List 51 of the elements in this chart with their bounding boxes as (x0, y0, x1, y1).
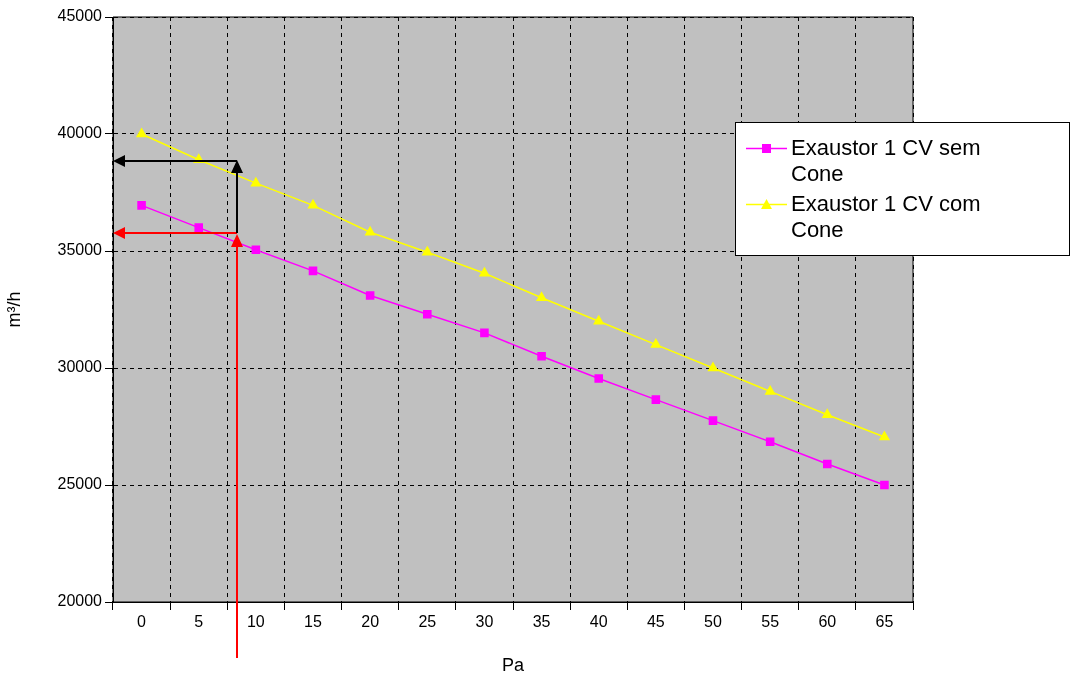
point (536, 292, 547, 302)
point (479, 267, 490, 277)
x-tick-label: 55 (761, 613, 780, 631)
x-tick-label: 10 (246, 613, 265, 631)
point (365, 291, 375, 300)
x-tick-label: 60 (818, 613, 837, 631)
y-tick-label: 40000 (57, 124, 103, 142)
x-tick-label: 50 (704, 613, 722, 631)
point (422, 246, 433, 256)
point (879, 431, 890, 441)
point (593, 315, 604, 325)
point (651, 395, 661, 404)
y-tick-label: 45000 (57, 7, 103, 25)
point (880, 480, 889, 490)
x-tick-label: 20 (361, 613, 380, 631)
point (423, 309, 432, 319)
point (194, 223, 203, 232)
legend-label: Exaustor 1 CV com Cone (791, 191, 982, 243)
point (308, 266, 318, 276)
x-tick-label: 25 (418, 613, 437, 631)
x-tick-label: 5 (194, 613, 204, 631)
point (251, 245, 261, 255)
point (480, 328, 489, 338)
point (650, 338, 661, 348)
y-tick-label: 30000 (57, 358, 103, 376)
point (307, 199, 319, 209)
point (707, 362, 719, 372)
y-tick-label: 20000 (57, 592, 103, 610)
x-tick-label: 30 (475, 613, 494, 631)
point (823, 459, 832, 469)
x-tick-label: 45 (646, 613, 665, 631)
point (136, 128, 147, 138)
x-axis-title: Pa (501, 655, 525, 676)
x-tick-label: 40 (589, 613, 608, 631)
y-tick-label: 25000 (57, 475, 103, 493)
point (708, 416, 718, 425)
point (137, 201, 146, 210)
x-tick-label: 0 (137, 613, 147, 631)
point (765, 385, 776, 395)
y-axis-title: m³/h (3, 291, 24, 328)
y-tick-label: 35000 (57, 241, 103, 259)
point (765, 437, 775, 446)
point (537, 352, 546, 361)
x-tick-label: 35 (532, 613, 551, 631)
point (365, 226, 376, 236)
legend-label: Exaustor 1 CV sem Cone (791, 135, 982, 187)
x-tick-label: 15 (304, 613, 322, 631)
point (594, 374, 603, 383)
point (250, 177, 261, 187)
x-tick-label: 65 (875, 613, 894, 631)
point (822, 409, 833, 419)
